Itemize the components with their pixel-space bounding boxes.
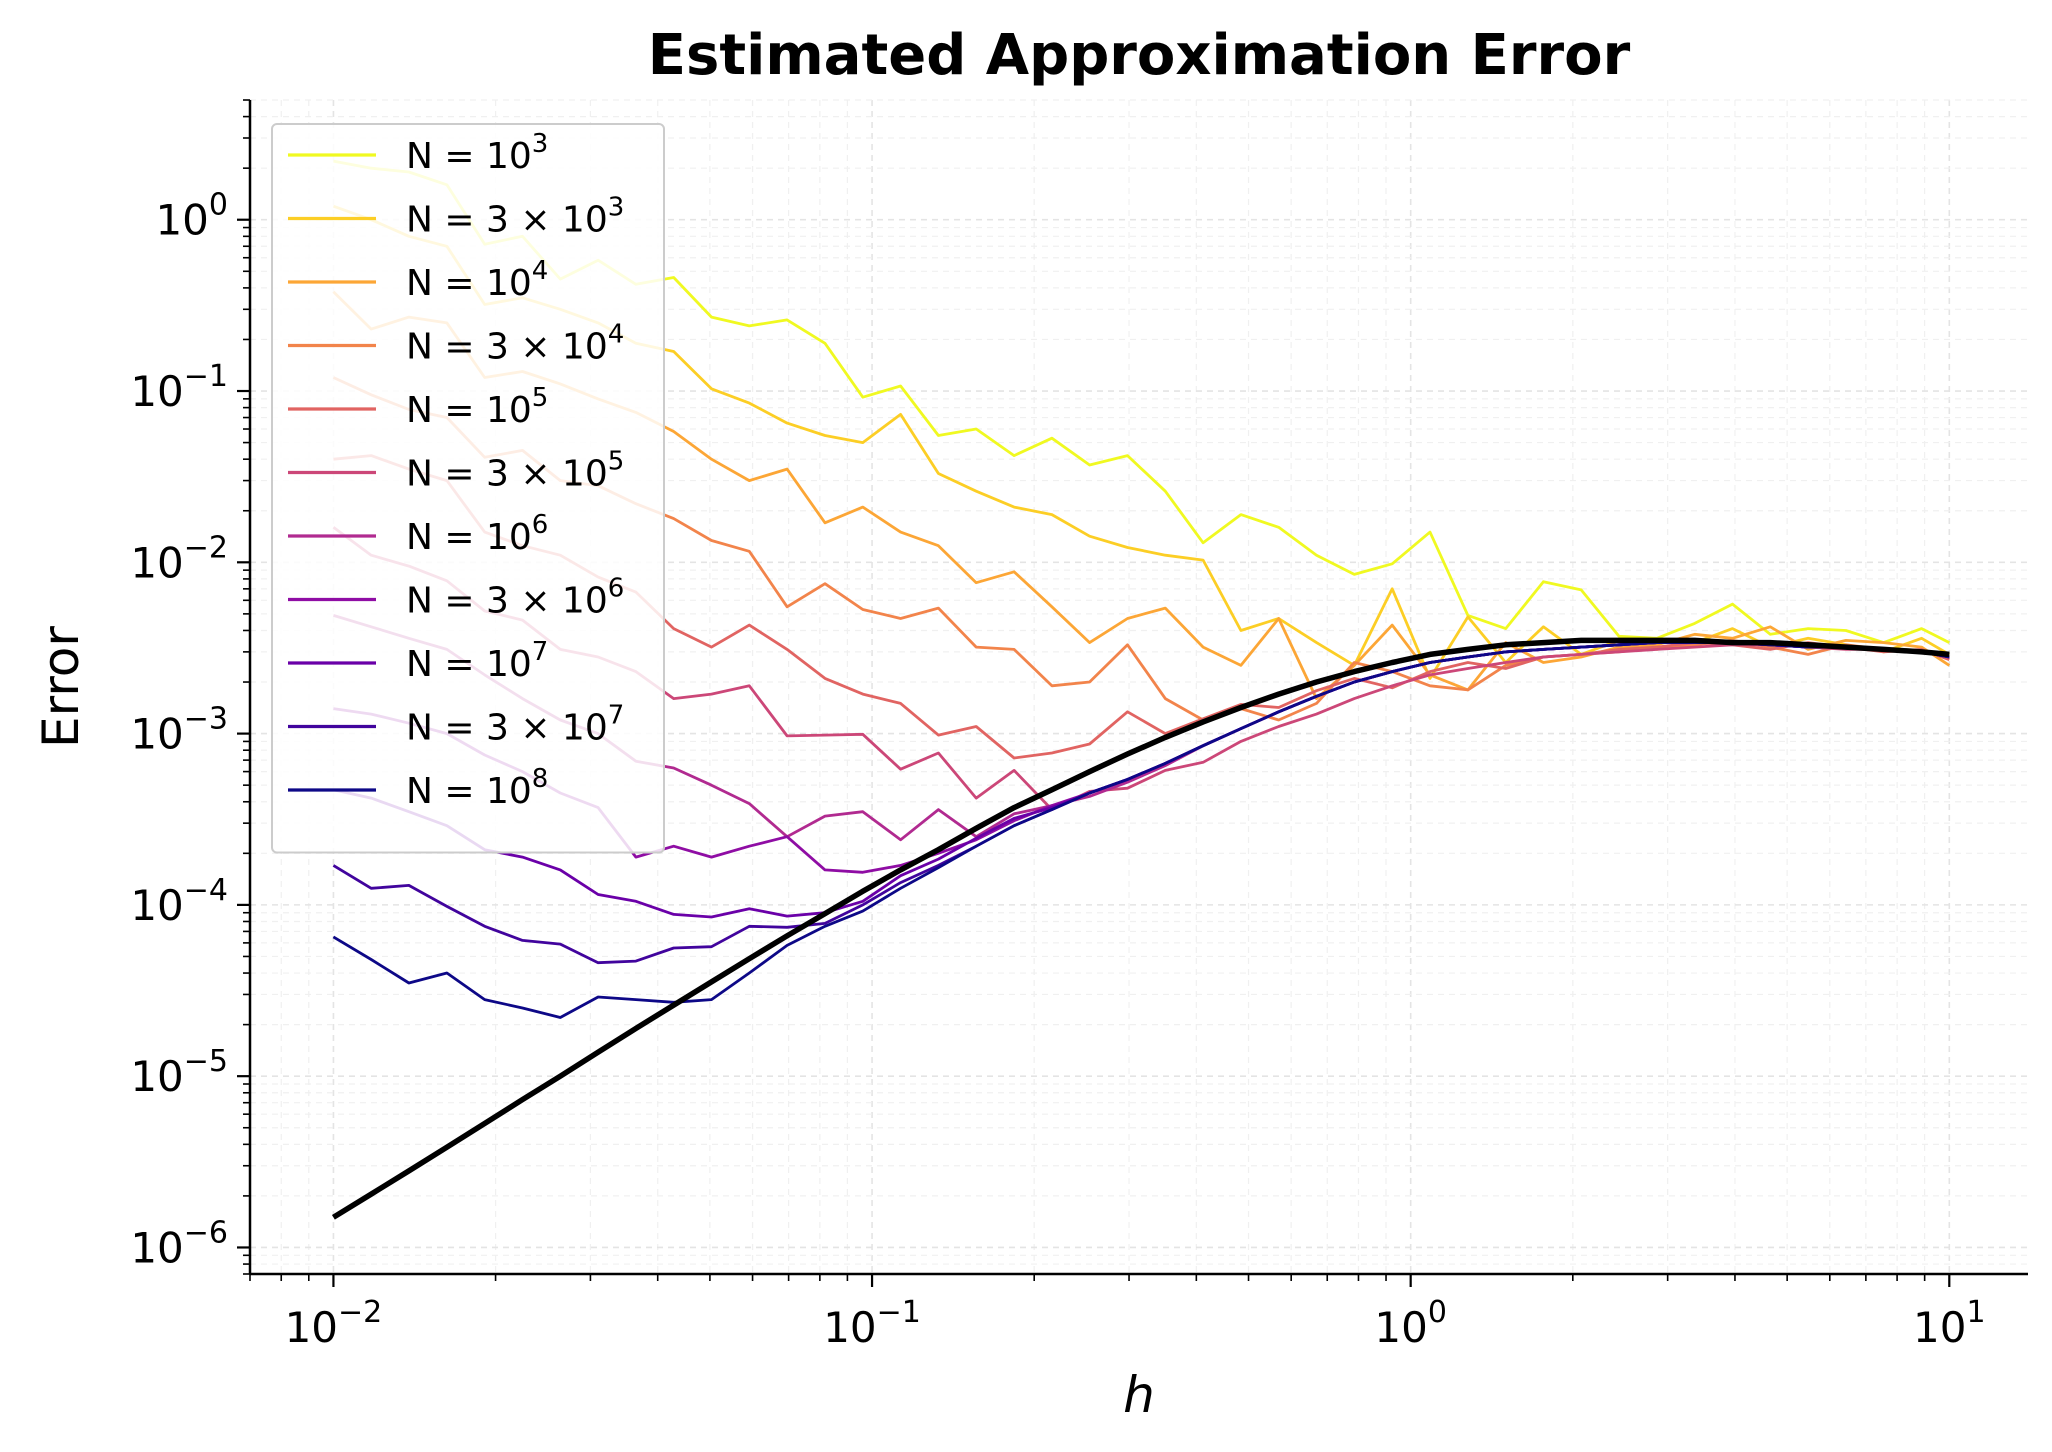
legend-label: N = 3 × 104 — [406, 320, 624, 368]
x-tick-label: 10−2 — [285, 1295, 383, 1352]
legend-label: N = 3 × 107 — [406, 701, 624, 749]
legend-label: N = 105 — [406, 383, 548, 431]
legend-label: N = 3 × 103 — [406, 193, 624, 241]
x-tick-label: 100 — [1374, 1295, 1447, 1352]
axes — [248, 100, 2028, 1276]
legend-label: N = 103 — [406, 129, 548, 177]
y-tick-label: 10−2 — [130, 530, 228, 587]
y-tick-label: 10−3 — [130, 702, 228, 759]
chart-title: Estimated Approximation Error — [648, 23, 1631, 88]
legend-label: N = 106 — [406, 510, 548, 558]
reference-line — [331, 637, 1950, 1220]
legend-label: N = 3 × 105 — [406, 447, 624, 495]
y-tick-label: 10−6 — [130, 1215, 228, 1272]
x-tick-label: 10−1 — [823, 1295, 921, 1352]
legend: N = 103 N = 3 × 103 N = 104 N = 3 × 104 N = … — [271, 123, 665, 854]
legend-box — [271, 123, 665, 854]
y-tick-label: 10−4 — [130, 873, 228, 930]
legend-label: N = 104 — [406, 256, 548, 304]
y-tick-label: 10−1 — [130, 359, 228, 416]
legend-label: N = 107 — [406, 637, 548, 685]
x-tick-label: 101 — [1913, 1295, 1986, 1352]
y-tick-label: 10−5 — [130, 1044, 228, 1101]
y-axis-title: Error — [32, 626, 90, 748]
legend-label: N = 3 × 106 — [406, 574, 624, 622]
legend-label: N = 108 — [406, 764, 548, 812]
y-tick-label: 100 — [155, 188, 228, 245]
ticks: 10−2 10−1 100 101 10−6 10−5 10−4 10−3 10−2 10−1 10… — [130, 99, 1986, 1352]
x-axis-title: h — [1123, 1366, 1155, 1424]
